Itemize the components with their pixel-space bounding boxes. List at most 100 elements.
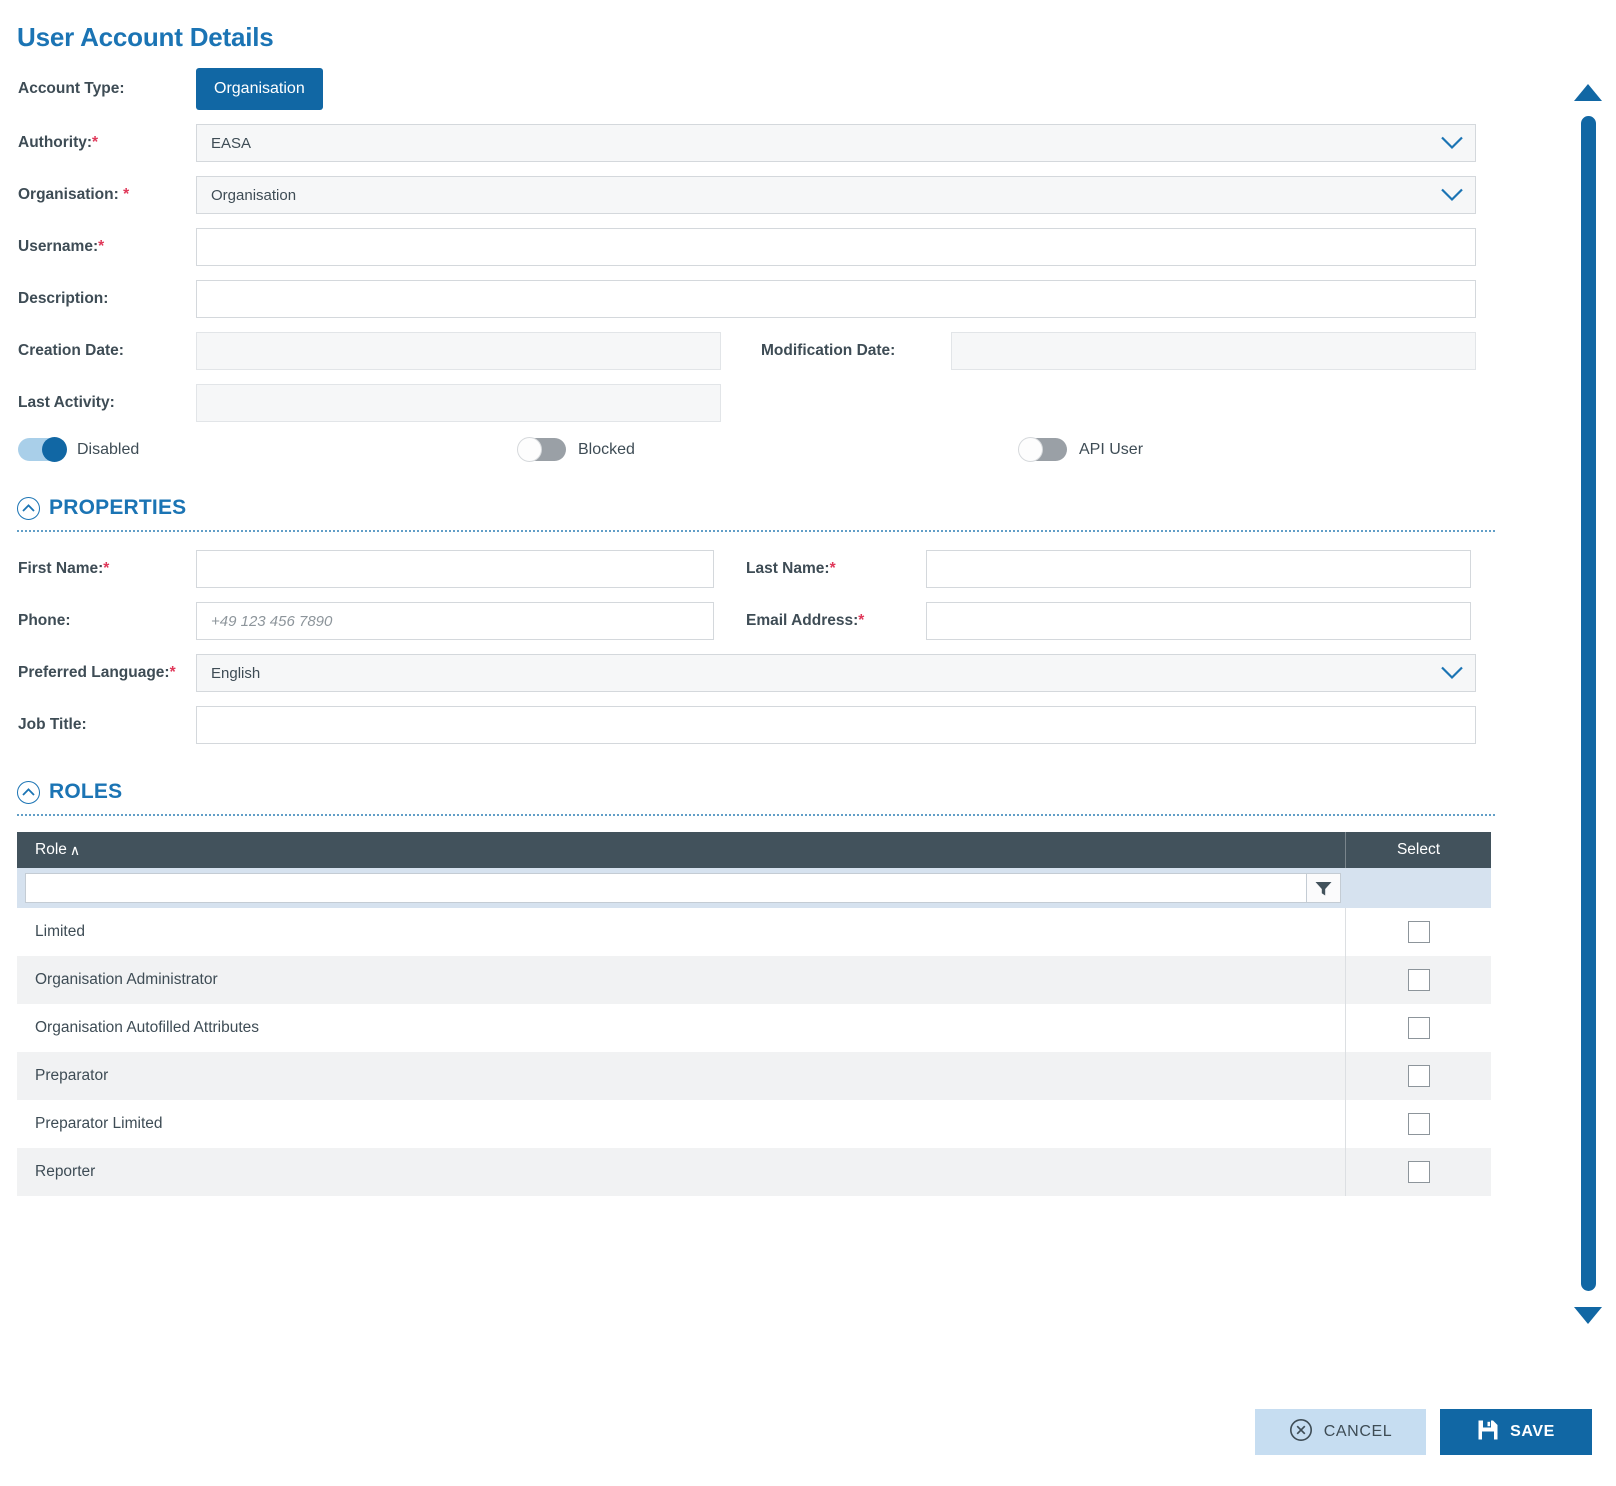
label-authority-text: Authority: — [18, 134, 93, 151]
label-email-text: Email Address: — [746, 612, 859, 629]
chevron-down-icon[interactable] — [1441, 136, 1463, 150]
roles-filter-cell — [17, 873, 1345, 903]
table-row[interactable]: Organisation Autofilled Attributes — [17, 1004, 1491, 1052]
roles-header[interactable]: ROLES — [0, 780, 1512, 804]
roles-table: Role ∧ Select Limited Organisation Admini… — [17, 832, 1491, 1196]
role-select-checkbox[interactable] — [1407, 921, 1430, 943]
label-organisation-text: Organisation: — [18, 186, 124, 203]
role-select-checkbox[interactable] — [1407, 1113, 1430, 1135]
required-marker: * — [92, 134, 99, 151]
required-marker: * — [829, 560, 836, 577]
toggle-disabled[interactable] — [18, 437, 67, 462]
row-preferred-language: Preferred Language:* English — [0, 654, 1512, 692]
role-name-cell: Preparator — [35, 1067, 109, 1084]
label-organisation: Organisation: * — [0, 186, 196, 204]
select-cell — [1345, 1148, 1491, 1196]
column-header-select: Select — [1345, 832, 1491, 868]
label-account-type: Account Type: — [18, 80, 125, 97]
organisation-select[interactable]: Organisation — [196, 176, 1476, 214]
properties-header[interactable]: PROPERTIES — [0, 496, 1512, 520]
column-header-role[interactable]: Role ∧ — [17, 841, 1345, 859]
funnel-filter-icon[interactable] — [1307, 873, 1341, 903]
preferred-language-select[interactable]: English — [196, 654, 1476, 692]
label-last-activity: Last Activity: — [18, 394, 115, 411]
select-cell — [1345, 1100, 1491, 1148]
vertical-scrollbar[interactable] — [1560, 72, 1616, 1334]
table-row[interactable]: Preparator — [17, 1052, 1491, 1100]
preferred-language-value: English — [211, 664, 261, 682]
required-marker: * — [858, 612, 865, 629]
table-row[interactable]: Limited — [17, 908, 1491, 956]
label-job-title: Job Title: — [18, 716, 87, 733]
roles-filter-input[interactable] — [25, 873, 1307, 903]
modification-date-field — [951, 332, 1476, 370]
save-button[interactable]: SAVE — [1440, 1409, 1592, 1455]
roles-section: ROLES Role ∧ Select — [0, 780, 1512, 1196]
role-select-checkbox[interactable] — [1407, 969, 1430, 991]
label-first-name: First Name:* — [0, 560, 196, 578]
required-marker: * — [123, 186, 130, 203]
label-phone: Phone: — [18, 612, 71, 629]
roles-table-body: Limited Organisation Administrator Organis… — [17, 908, 1491, 1196]
toggle-blocked[interactable] — [517, 437, 566, 462]
row-names: First Name:* Last Name:* — [0, 550, 1512, 588]
role-select-checkbox[interactable] — [1407, 1065, 1430, 1087]
roles-divider — [17, 814, 1495, 816]
label-last-name: Last Name:* — [714, 560, 926, 578]
select-cell — [1345, 1052, 1491, 1100]
column-header-role-label: Role — [35, 841, 67, 858]
triangle-down-icon[interactable] — [1574, 1307, 1602, 1324]
chevron-down-icon[interactable] — [1441, 666, 1463, 680]
toggle-api-user[interactable] — [1018, 437, 1067, 462]
table-row[interactable]: Organisation Administrator — [17, 956, 1491, 1004]
account-type-button[interactable]: Organisation — [196, 68, 323, 110]
authority-select[interactable]: EASA — [196, 124, 1476, 162]
phone-input[interactable]: +49 123 456 7890 — [196, 602, 714, 640]
chevron-up-circle-icon[interactable] — [17, 780, 40, 804]
save-button-label: SAVE — [1510, 1423, 1555, 1440]
roles-table-header: Role ∧ Select — [17, 832, 1491, 868]
select-cell — [1345, 1004, 1491, 1052]
row-dates: Creation Date: Modification Date: — [0, 332, 1512, 370]
email-input[interactable] — [926, 602, 1471, 640]
job-title-input[interactable] — [196, 706, 1476, 744]
role-select-checkbox[interactable] — [1407, 1017, 1430, 1039]
toggle-knob — [517, 437, 542, 462]
username-input[interactable] — [196, 228, 1476, 266]
row-contact: Phone: +49 123 456 7890 Email Address:* — [0, 602, 1512, 640]
triangle-up-icon[interactable] — [1574, 84, 1602, 101]
properties-title: PROPERTIES — [49, 496, 187, 519]
role-select-checkbox[interactable] — [1407, 1161, 1430, 1183]
label-preferred-language: Preferred Language:* — [0, 664, 196, 682]
scrollbar-thumb[interactable] — [1581, 116, 1596, 1291]
toggle-blocked-wrap: Blocked — [517, 437, 635, 462]
label-authority: Authority:* — [0, 134, 196, 152]
row-last-activity: Last Activity: — [0, 384, 1512, 422]
table-row[interactable]: Preparator Limited — [17, 1100, 1491, 1148]
select-cell — [1345, 956, 1491, 1004]
description-input[interactable] — [196, 280, 1476, 318]
required-marker: * — [98, 238, 105, 255]
chevron-down-icon[interactable] — [1441, 188, 1463, 202]
label-email: Email Address:* — [714, 612, 926, 630]
table-row[interactable]: Reporter — [17, 1148, 1491, 1196]
role-name-cell: Preparator Limited — [35, 1115, 163, 1132]
label-preferred-language-text: Preferred Language: — [18, 664, 170, 681]
account-form: Account Type: Organisation Authority:* E… — [0, 68, 1512, 1196]
role-name-cell: Organisation Administrator — [35, 971, 218, 988]
page-title: User Account Details — [17, 22, 274, 52]
label-creation-date: Creation Date: — [18, 342, 124, 359]
toggle-blocked-label: Blocked — [578, 440, 635, 458]
form-actions: CANCEL SAVE — [1255, 1409, 1592, 1455]
role-name-cell: Limited — [35, 923, 85, 940]
phone-placeholder: +49 123 456 7890 — [211, 612, 333, 630]
first-name-input[interactable] — [196, 550, 714, 588]
toggle-api-user-label: API User — [1079, 440, 1144, 458]
label-first-name-text: First Name: — [18, 560, 104, 577]
roles-title: ROLES — [49, 780, 123, 803]
cancel-button[interactable]: CANCEL — [1255, 1409, 1426, 1455]
authority-value: EASA — [211, 134, 252, 152]
last-name-input[interactable] — [926, 550, 1471, 588]
required-marker: * — [103, 560, 110, 577]
chevron-up-circle-icon[interactable] — [17, 496, 40, 520]
